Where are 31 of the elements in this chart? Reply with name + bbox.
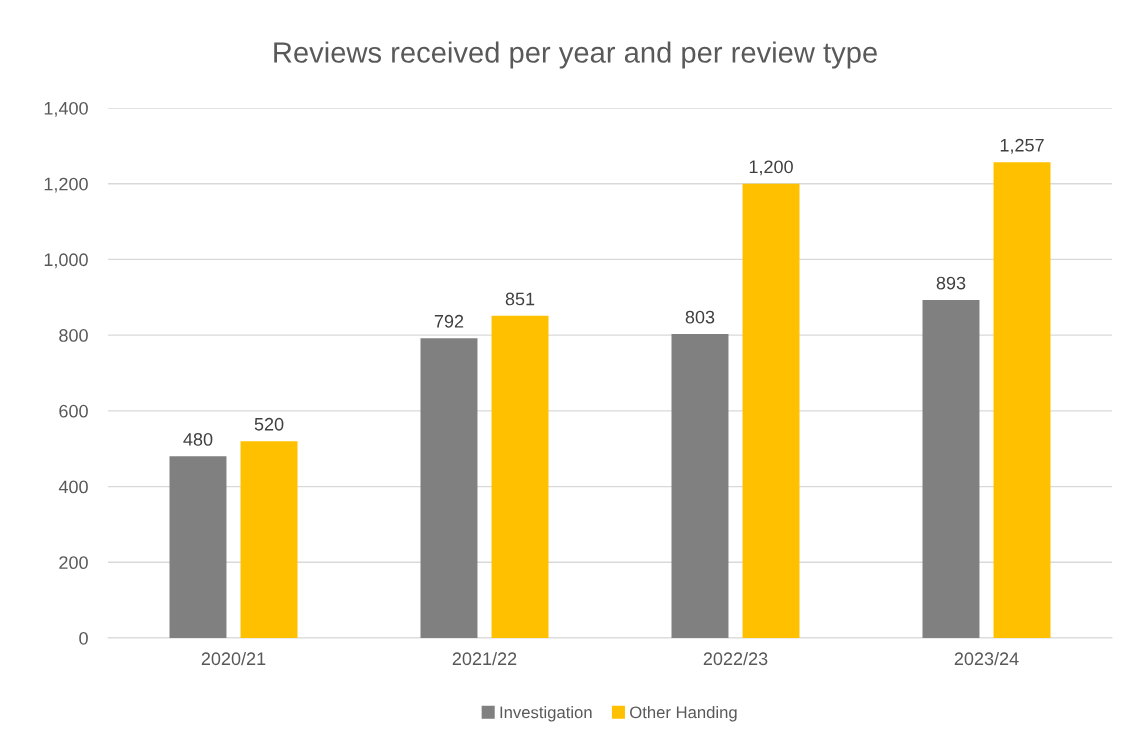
data-label: 893 bbox=[936, 276, 966, 290]
bar bbox=[491, 315, 549, 638]
chart-title: Reviews received per year and per review type bbox=[274, 41, 877, 69]
x-tick-label: 2021/22 bbox=[452, 651, 517, 666]
data-label: 520 bbox=[254, 417, 284, 431]
x-tick-label: 2020/21 bbox=[201, 651, 266, 666]
y-tick-label: 1,000 bbox=[44, 253, 88, 269]
y-tick-label: 1,200 bbox=[44, 177, 88, 193]
data-label: 1,200 bbox=[749, 160, 793, 176]
y-tick-label: 200 bbox=[59, 556, 88, 570]
y-tick-label: 800 bbox=[59, 329, 88, 342]
bar bbox=[420, 338, 478, 638]
data-label: 480 bbox=[183, 432, 213, 446]
data-label: 803 bbox=[685, 310, 715, 324]
legend-label: Other Handing bbox=[630, 706, 737, 722]
data-label: 792 bbox=[434, 314, 464, 328]
y-tick-label: 1,400 bbox=[44, 101, 88, 117]
bar bbox=[169, 456, 227, 638]
bar bbox=[742, 183, 800, 638]
legend-label: Investigation bbox=[500, 706, 592, 722]
bar bbox=[671, 334, 729, 638]
data-label: 851 bbox=[505, 292, 535, 306]
data-label: 1,257 bbox=[1000, 138, 1044, 154]
bar bbox=[993, 162, 1051, 638]
y-tick-label: 0 bbox=[79, 631, 88, 645]
y-tick-label: 400 bbox=[58, 480, 88, 494]
x-tick-label: 2022/23 bbox=[703, 651, 768, 666]
x-tick-label: 2023/24 bbox=[954, 651, 1019, 666]
bar bbox=[240, 441, 298, 638]
y-tick-label: 600 bbox=[59, 404, 88, 418]
bar bbox=[922, 299, 980, 638]
